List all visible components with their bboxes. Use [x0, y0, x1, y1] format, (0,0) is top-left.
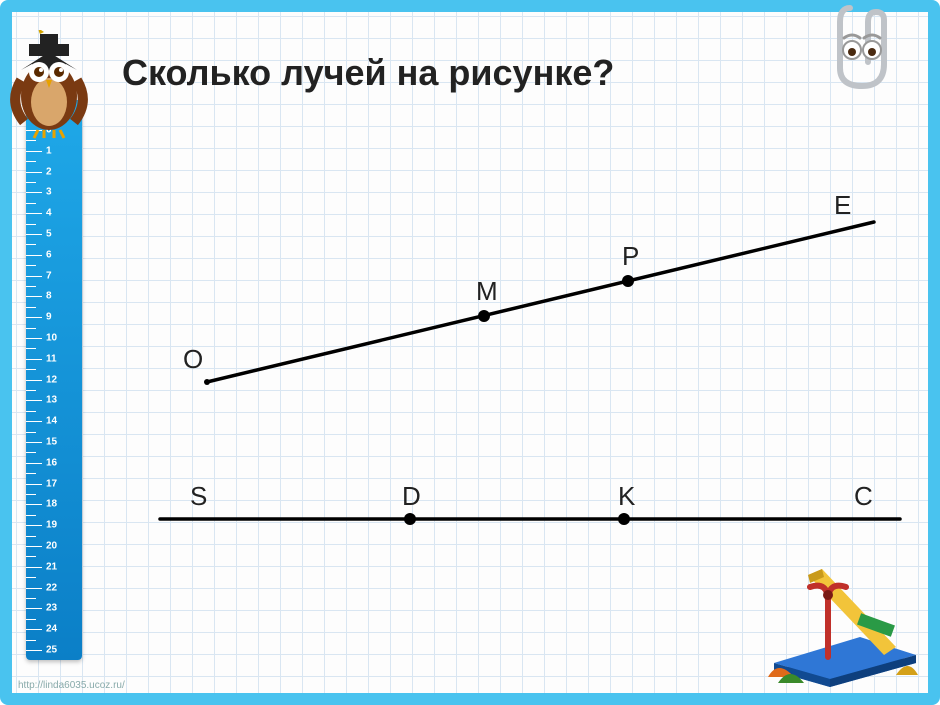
point-label-K: K [618, 481, 635, 512]
tools-icon [768, 559, 918, 689]
point-label-O: O [183, 344, 203, 375]
point-label-P: P [622, 241, 639, 272]
point-label-D: D [402, 481, 421, 512]
point-label-E: E [834, 190, 851, 221]
ruler-decor: 0123456789101112131415161718192021222324… [26, 100, 82, 660]
slide-title: Сколько лучей на рисунке? [122, 52, 614, 94]
paperclip-icon [830, 2, 894, 92]
footer-url: http://linda6035.ucoz.ru/ [18, 680, 125, 691]
owl-icon [6, 30, 92, 140]
point-label-C: C [854, 481, 873, 512]
point-label-M: M [476, 276, 498, 307]
slide-frame: 0123456789101112131415161718192021222324… [0, 0, 940, 705]
point-label-S: S [190, 481, 207, 512]
